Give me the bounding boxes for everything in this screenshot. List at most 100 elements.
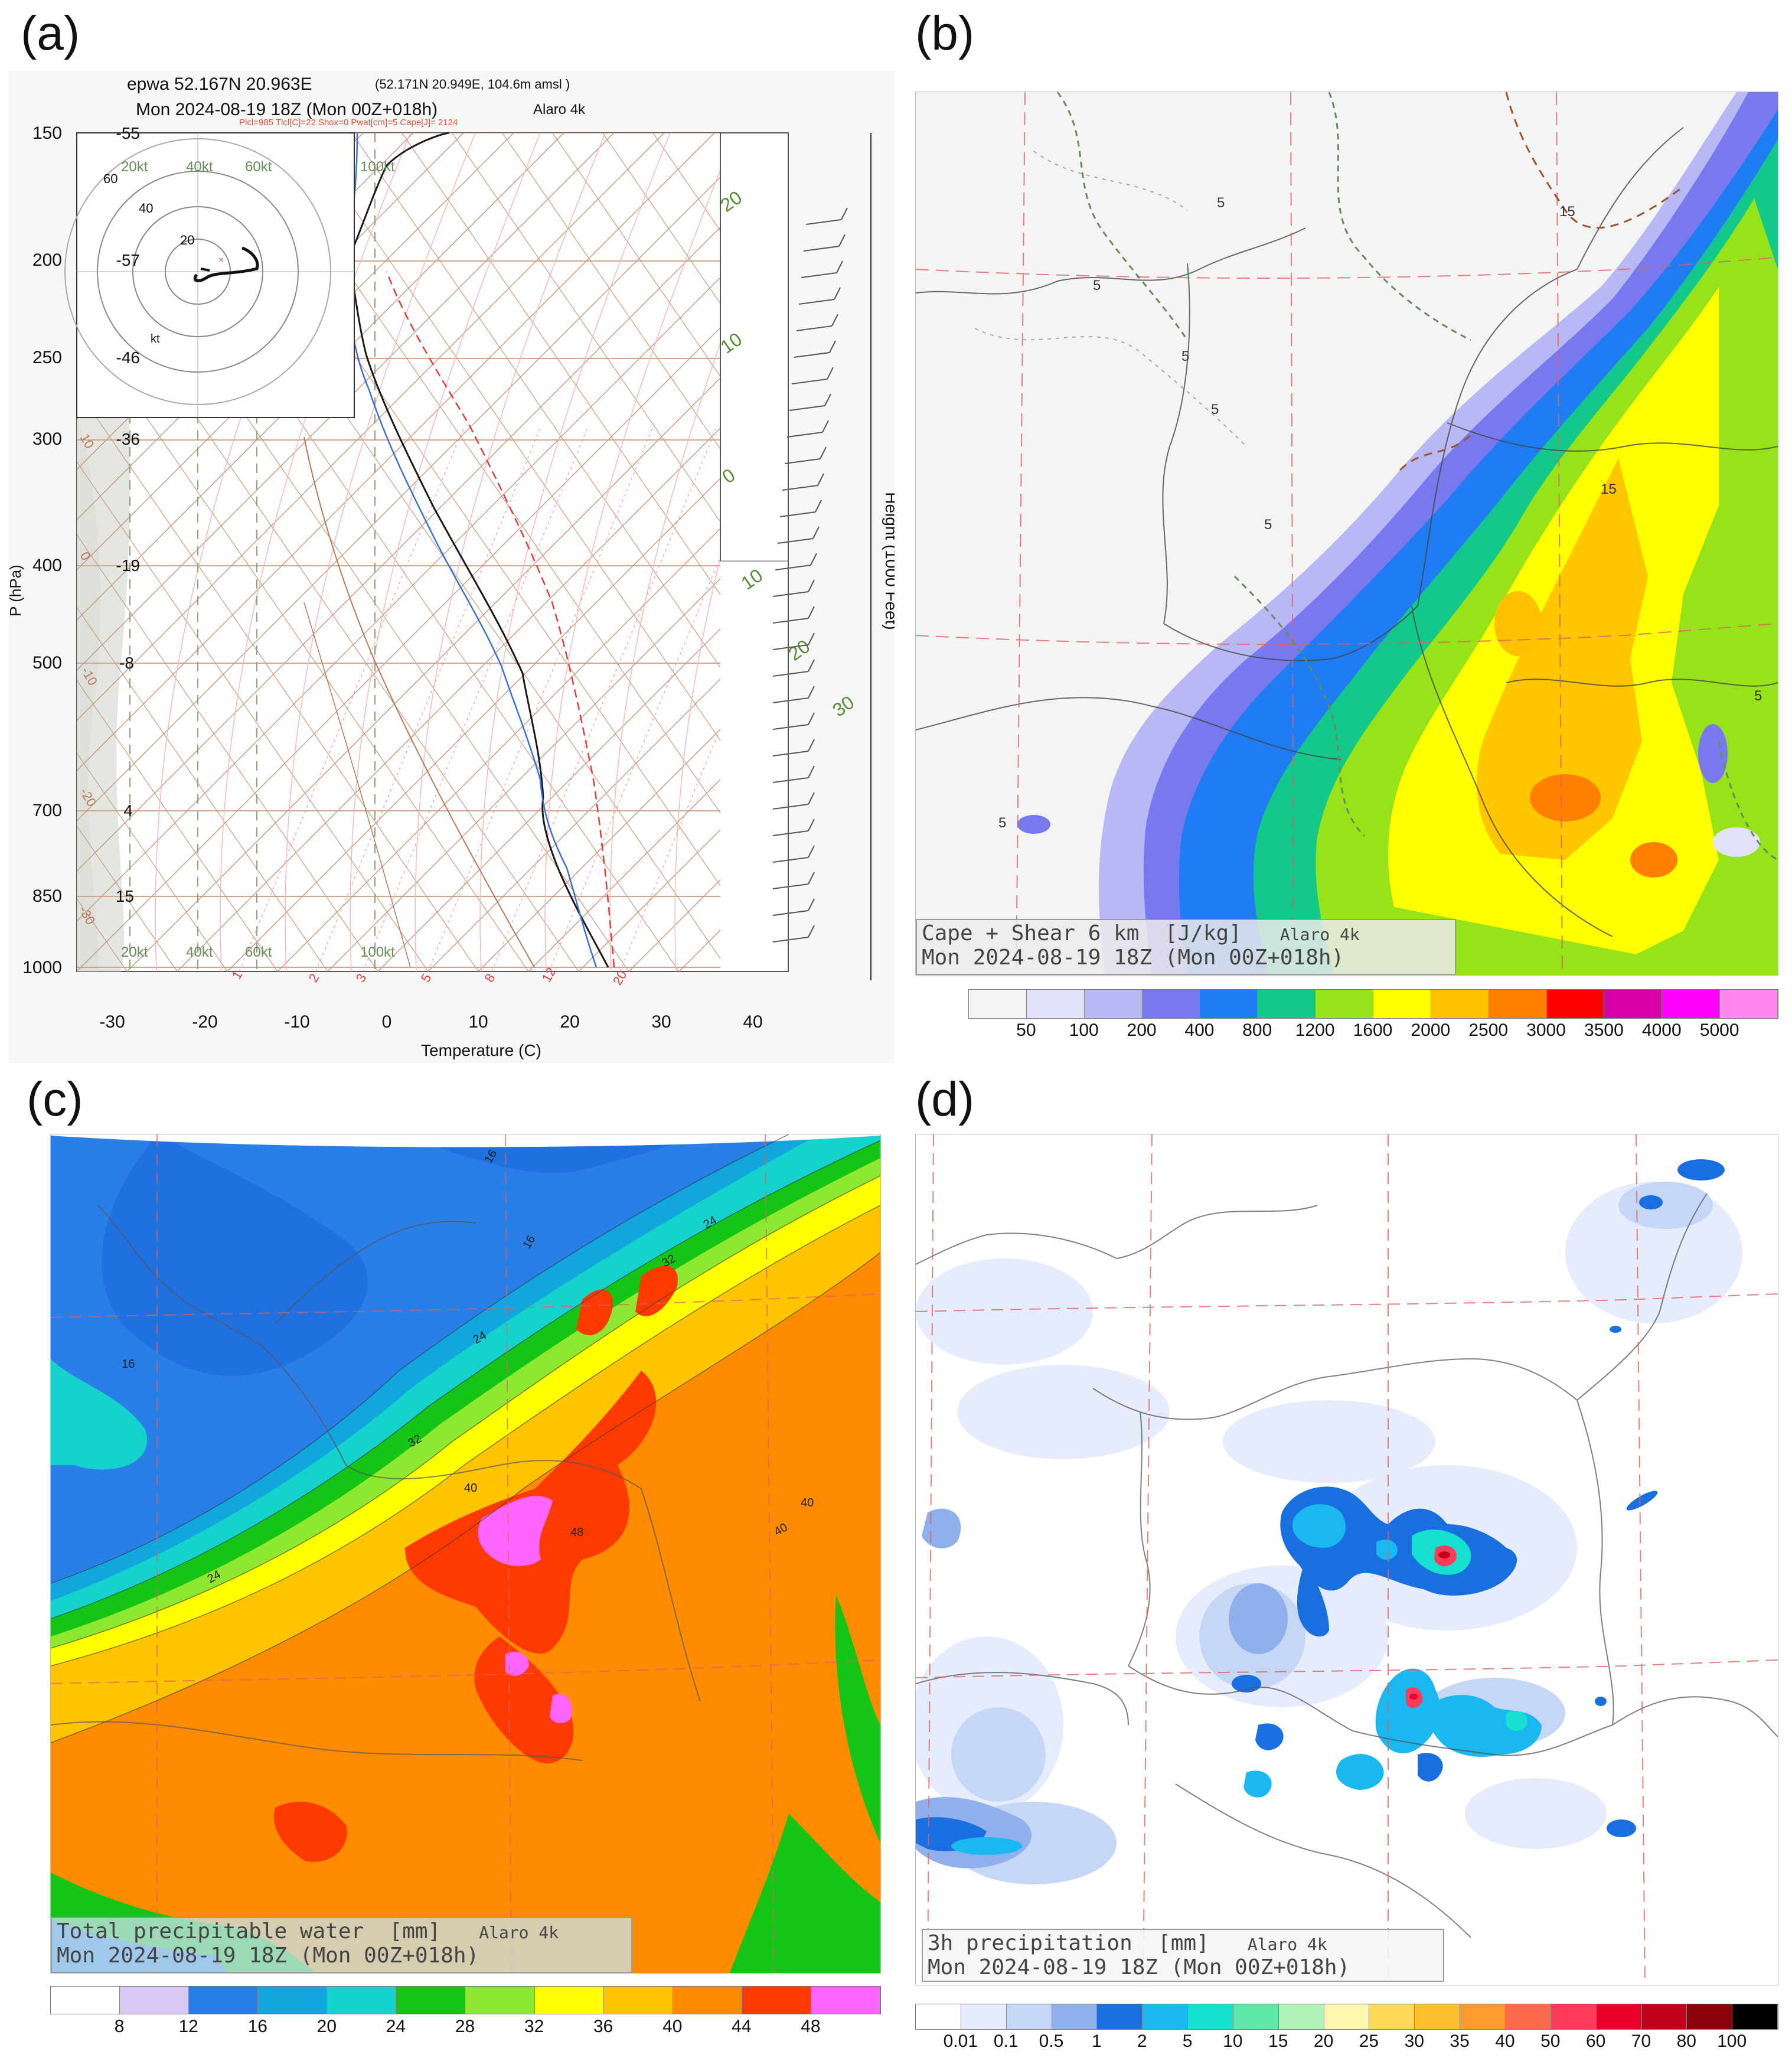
precip-colorbar-cell <box>1369 2004 1415 2029</box>
skewt-grid-line <box>77 388 479 971</box>
skewt-grid-line <box>528 778 720 971</box>
skewt-grid-line <box>9 115 30 971</box>
wind-barb <box>772 579 815 597</box>
wind-scale-top-20: 20kt <box>121 159 148 175</box>
cape-model: Alaro 4k <box>1279 925 1360 944</box>
lcl-line-2 <box>303 602 411 968</box>
wind-barb <box>801 260 843 278</box>
cape-colorbar-cell <box>1200 990 1258 1018</box>
pwat-colorbar-labels: 8 12 16 20 24 28 32 36 40 44 48 <box>50 2017 880 2040</box>
p-tick-300: 300 <box>32 429 62 449</box>
cape-colorbar-cell <box>1142 990 1200 1018</box>
panel-label-a: (a) <box>21 6 80 60</box>
adiabat-label-6: 30 <box>828 692 858 721</box>
precip-title: 3h precipitation [mm] <box>928 1931 1209 1955</box>
pwat-colorbar-label: 40 <box>662 2017 683 2036</box>
moist-adiabat <box>414 133 606 971</box>
skewt-grid-line <box>427 678 720 971</box>
skewt-indices: Plcl=985 Tlcl[C]=22 Shox=0 Pwat[cm]=5 Ca… <box>239 118 458 128</box>
wind-barbs <box>772 207 848 943</box>
precip-colorbar-label: 80 <box>1676 2031 1696 2051</box>
precip-colorbar-cell <box>916 2004 961 2029</box>
precip-colorbar-label: 50 <box>1540 2031 1561 2051</box>
wind-scale-bottom-60: 60kt <box>245 944 272 960</box>
mixing-ratio-5: 5 <box>418 971 435 984</box>
cape-colorbar-label: 1200 <box>1295 1020 1335 1040</box>
pwat-contour-3: 16 <box>122 1358 135 1371</box>
p-tick-150: 150 <box>32 123 62 143</box>
p-tick-700: 700 <box>32 801 62 820</box>
pwat-colorbar-label: 36 <box>593 2017 613 2036</box>
skewt-grid-line <box>77 133 565 621</box>
panel-label-d: (d) <box>915 1072 975 1126</box>
p-tick-200: 200 <box>32 250 62 270</box>
precip-colorbar-label: 2 <box>1137 2031 1147 2051</box>
cape-colorbar-label: 4000 <box>1641 1020 1682 1040</box>
hodo-ring-40: 40 <box>139 201 153 216</box>
precip-colorbar-label: 15 <box>1268 2031 1288 2051</box>
skewt-grid-line <box>77 327 720 971</box>
skewt-grid-line <box>779 115 895 971</box>
wind-barb <box>772 632 815 650</box>
precip-colorbar-cell <box>1415 2004 1461 2029</box>
precip-colorbar-label: 70 <box>1631 2031 1651 2051</box>
precip-map <box>916 1134 1778 1985</box>
pwat-colorbar-label: 48 <box>801 2017 821 2036</box>
station-line: epwa 52.167N 20.963E <box>127 74 312 94</box>
precip-colorbar-cell <box>1505 2004 1551 2029</box>
pwat-map: 16 16 16 24 32 24 32 40 40 48 24 40 <box>51 1134 880 1973</box>
precip-colorbar <box>915 2004 1778 2030</box>
moist-adiabat <box>350 133 541 971</box>
cape-colorbar-cell <box>1720 990 1778 1018</box>
precip-colorbar-cell <box>1732 2004 1778 2029</box>
wind-scale-top-100: 100kt <box>360 159 395 175</box>
cape-colorbar-cell <box>1604 990 1663 1018</box>
skewt-grid-line <box>351 133 720 668</box>
skewt-grid-line <box>77 534 378 971</box>
precip-colorbar-cell <box>1596 2004 1642 2029</box>
cape-colorbar-cell <box>1026 990 1085 1018</box>
precip-colorbar-label: 0.01 <box>943 2031 978 2051</box>
pwat-colorbar-label: 8 <box>114 2017 125 2036</box>
pwat-colorbar-cell <box>258 1987 328 2014</box>
skewt-grid-line <box>9 115 77 971</box>
pwat-legend-box: Total precipitable water [mm] Alaro 4k M… <box>51 1917 632 1973</box>
wind-barb <box>772 765 815 783</box>
wind-barb <box>772 712 815 730</box>
skewt-diagram: epwa 52.167N 20.963E (52.171N 20.949E, 1… <box>9 74 895 1059</box>
wind-barb <box>772 792 815 810</box>
skewt-grid-line <box>77 133 515 571</box>
skewt-grid-line <box>327 578 720 971</box>
panel-label-c: (c) <box>27 1072 83 1126</box>
hodo-ring-20: 20 <box>180 233 194 247</box>
precip-colorbar-cell <box>1006 2004 1052 2029</box>
t-tick-0: 0 <box>382 1012 392 1032</box>
skewt-grid-line <box>77 226 720 872</box>
skewt-grid-line <box>177 427 720 971</box>
cape-contour-7: 15 <box>1559 204 1575 220</box>
pwat-map-panel: 16 16 16 24 32 24 32 40 40 48 24 40 Tota… <box>50 1134 881 1974</box>
precip-colorbar-labels: 0.01 0.1 0.5 1 2 5 10 15 20 25 30 35 40 50 60 70 80 100 <box>915 2031 1777 2055</box>
cape-colorbar-label: 3500 <box>1584 1020 1624 1040</box>
p-tick-400: 400 <box>32 556 62 575</box>
precip-colorbar-label: 35 <box>1450 2031 1470 2051</box>
precip-colorbar-label: 1 <box>1092 2031 1102 2051</box>
hodograph-inset: 20 40 60 kt × <box>64 132 355 418</box>
pwat-colorbar-label: 28 <box>455 2017 475 2036</box>
pwat-model: Alaro 4k <box>479 1923 559 1942</box>
skewt-grid-line <box>301 133 720 741</box>
precip-colorbar-label: 20 <box>1313 2031 1334 2051</box>
precip-colorbar-label: 100 <box>1717 2031 1747 2051</box>
cape-colorbar-label: 3000 <box>1526 1020 1566 1040</box>
wind-scale-top-60: 60kt <box>245 159 272 175</box>
cape-colorbar-cell <box>1489 990 1547 1018</box>
cape-colorbar-cell <box>1546 990 1605 1018</box>
pwat-colorbar-label: 32 <box>524 2017 544 2036</box>
cape-colorbar-cell <box>1316 990 1374 1018</box>
cape-colorbar-cell <box>1431 990 1489 1018</box>
precip-colorbar-cell <box>1188 2004 1233 2029</box>
pwat-colorbar-cell <box>603 1987 673 2014</box>
wind-barb <box>772 818 815 836</box>
station-detail: (52.171N 20.949E, 104.6m amsl ) <box>375 77 570 92</box>
cape-contour-4: 5 <box>1211 402 1219 418</box>
